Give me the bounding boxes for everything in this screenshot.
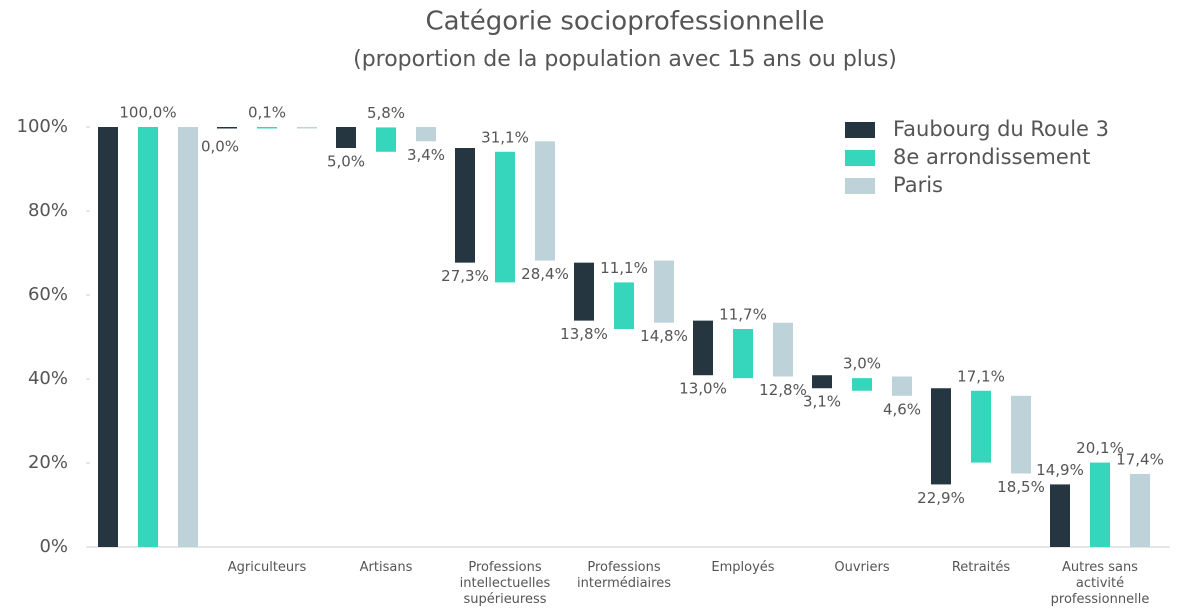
x-tick-label: Artisans bbox=[359, 560, 413, 575]
value-label: 3,0% bbox=[843, 355, 881, 373]
bar bbox=[1050, 484, 1070, 547]
value-label: 100,0% bbox=[119, 104, 176, 122]
bar bbox=[773, 322, 793, 377]
y-tick-label: 80% bbox=[28, 200, 68, 221]
x-tick-label: Retraités bbox=[951, 560, 1011, 575]
value-label: 3,1% bbox=[803, 393, 841, 411]
bar bbox=[1090, 462, 1110, 547]
bar bbox=[178, 127, 198, 547]
bar bbox=[892, 376, 912, 396]
value-label: 14,9% bbox=[1036, 461, 1084, 479]
bar bbox=[1011, 395, 1031, 474]
x-tick-label: Agriculteurs bbox=[227, 560, 307, 575]
value-label: 11,1% bbox=[600, 259, 648, 277]
value-label: 13,0% bbox=[679, 380, 727, 398]
value-label: 20,1% bbox=[1076, 439, 1124, 457]
legend-label: Paris bbox=[893, 173, 943, 197]
bar bbox=[574, 262, 594, 321]
bar bbox=[217, 127, 237, 129]
value-label: 17,1% bbox=[957, 367, 1005, 385]
bar bbox=[971, 390, 991, 463]
bar bbox=[812, 375, 832, 389]
value-label: 0,1% bbox=[248, 104, 286, 122]
value-label: 12,8% bbox=[759, 381, 807, 399]
bar bbox=[257, 127, 277, 129]
chart-subtitle: (proportion de la population avec 15 ans… bbox=[353, 47, 897, 72]
x-tick-label: Ouvriers bbox=[834, 560, 890, 575]
bar bbox=[535, 141, 555, 261]
bar bbox=[852, 378, 872, 391]
value-label: 31,1% bbox=[481, 128, 529, 146]
value-label: 17,4% bbox=[1116, 450, 1164, 468]
legend-swatch bbox=[845, 150, 875, 166]
x-tick-label: Professions intellectuelles supérieuress bbox=[459, 560, 551, 607]
bar bbox=[416, 127, 436, 142]
bar bbox=[336, 127, 356, 148]
bar bbox=[455, 148, 475, 263]
legend-swatch bbox=[845, 178, 875, 194]
legend-swatch bbox=[845, 122, 875, 138]
y-tick-label: 20% bbox=[28, 452, 68, 473]
bar bbox=[376, 127, 396, 152]
bar bbox=[297, 127, 317, 129]
x-tick-label: Employés bbox=[711, 560, 775, 575]
bar bbox=[693, 320, 713, 376]
bar bbox=[138, 127, 158, 547]
value-label: 4,6% bbox=[883, 400, 921, 418]
bar bbox=[654, 260, 674, 323]
bar bbox=[931, 388, 951, 485]
value-label: 13,8% bbox=[560, 325, 608, 343]
value-label: 5,8% bbox=[367, 104, 405, 122]
value-label: 0,0% bbox=[201, 138, 239, 156]
value-label: 3,4% bbox=[407, 146, 445, 164]
value-label: 28,4% bbox=[521, 265, 569, 283]
bar bbox=[1130, 473, 1150, 547]
bar bbox=[614, 282, 634, 330]
x-tick-label: Autres sans activité professionnelle bbox=[1050, 560, 1150, 607]
value-label: 11,7% bbox=[719, 306, 767, 324]
y-tick-label: 100% bbox=[17, 116, 68, 137]
value-label: 5,0% bbox=[327, 153, 365, 171]
bar bbox=[733, 329, 753, 379]
value-label: 22,9% bbox=[917, 489, 965, 507]
y-tick-label: 40% bbox=[28, 368, 68, 389]
bar bbox=[495, 151, 515, 283]
y-tick-label: 0% bbox=[39, 536, 68, 557]
x-tick-label: Professions intermédiaires bbox=[577, 560, 671, 591]
bar bbox=[98, 127, 118, 547]
chart-title: Catégorie socioprofessionnelle bbox=[425, 7, 824, 37]
value-label: 27,3% bbox=[441, 267, 489, 285]
legend-label: 8e arrondissement bbox=[893, 145, 1090, 169]
value-label: 18,5% bbox=[997, 478, 1045, 496]
legend-label: Faubourg du Roule 3 bbox=[893, 117, 1109, 141]
y-tick-label: 60% bbox=[28, 284, 68, 305]
value-label: 14,8% bbox=[640, 327, 688, 345]
